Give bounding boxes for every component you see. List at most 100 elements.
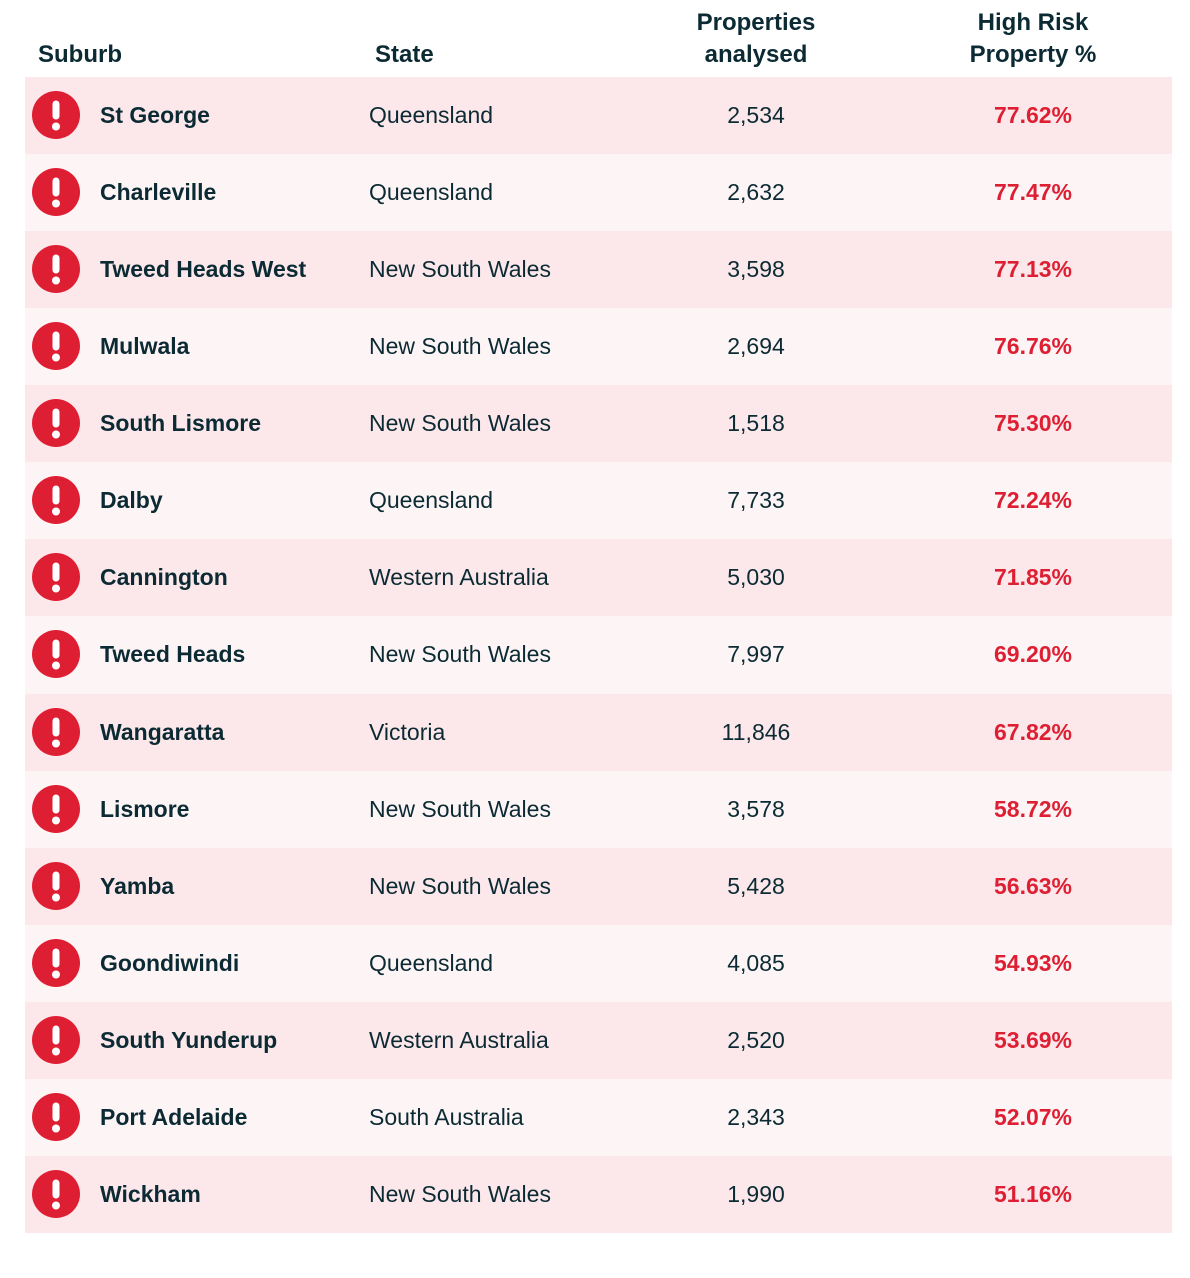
- alert-exclamation-icon: [32, 91, 80, 139]
- header-high-risk-percent: High Risk Property %: [933, 7, 1133, 71]
- cell-state: Queensland: [369, 102, 494, 128]
- header-suburb: Suburb: [38, 41, 122, 68]
- cell-high-risk-percent: 54.93%: [993, 949, 1072, 976]
- cell-high-risk-percent: 77.62%: [993, 102, 1072, 128]
- cell-state: New South Wales: [369, 872, 551, 899]
- cell-high-risk-percent: 53.69%: [993, 1026, 1072, 1053]
- cell-high-risk-percent: 76.76%: [993, 333, 1072, 360]
- cell-high-risk-percent: 71.85%: [993, 564, 1072, 591]
- cell-properties-analysed: 3,598: [727, 256, 785, 283]
- table-row: Lismore New South Wales 3,578 58.72%: [25, 770, 1172, 848]
- cell-state: Victoria: [369, 718, 446, 745]
- cell-state: Western Australia: [369, 1026, 549, 1053]
- cell-high-risk-percent: 67.82%: [993, 718, 1072, 745]
- cell-state: Queensland: [369, 179, 494, 206]
- cell-state: Western Australia: [369, 564, 549, 591]
- cell-high-risk-percent: 77.13%: [993, 256, 1072, 283]
- table-header: Suburb State Properties analysed High Ri…: [25, 0, 1172, 77]
- cell-properties-analysed: 2,520: [727, 1026, 785, 1053]
- table-row: Wangaratta Victoria 11,846 67.82%: [25, 693, 1172, 771]
- alert-exclamation-icon: [32, 784, 80, 833]
- cell-high-risk-percent: 77.47%: [993, 179, 1072, 206]
- cell-high-risk-percent: 75.30%: [993, 410, 1072, 437]
- table-row: Tweed Heads New South Wales 7,997 69.20%: [25, 616, 1172, 694]
- alert-exclamation-icon: [32, 245, 80, 294]
- cell-state: New South Wales: [369, 795, 551, 822]
- cell-suburb: South Lismore: [100, 410, 262, 437]
- cell-state: New South Wales: [369, 1180, 551, 1207]
- table-row: Yamba New South Wales 5,428 56.63%: [25, 847, 1172, 925]
- header-properties-line2: analysed: [704, 41, 808, 68]
- alert-exclamation-icon: [32, 476, 80, 525]
- alert-exclamation-icon: [32, 707, 80, 756]
- header-state: State: [375, 41, 434, 68]
- cell-suburb: Wangaratta: [100, 718, 225, 745]
- cell-suburb: Tweed Heads: [100, 641, 246, 668]
- cell-suburb: Dalby: [100, 487, 163, 514]
- table-row: Mulwala New South Wales 2,694 76.76%: [25, 308, 1172, 386]
- alert-exclamation-icon: [32, 861, 80, 910]
- table-row: Goondiwindi Queensland 4,085 54.93%: [25, 924, 1172, 1002]
- cell-high-risk-percent: 58.72%: [993, 795, 1072, 822]
- cell-suburb: Mulwala: [100, 333, 190, 360]
- cell-properties-analysed: 4,085: [727, 949, 785, 976]
- cell-properties-analysed: 2,534: [727, 102, 785, 128]
- cell-suburb: Cannington: [100, 564, 228, 591]
- table-row: Cannington Western Australia 5,030 71.85%: [25, 539, 1172, 617]
- cell-state: New South Wales: [369, 641, 551, 668]
- cell-suburb: St George: [100, 102, 210, 128]
- alert-exclamation-icon: [32, 553, 80, 602]
- table-row: Port Adelaide South Australia 2,343 52.07%: [25, 1078, 1172, 1156]
- cell-state: New South Wales: [369, 256, 551, 283]
- cell-properties-analysed: 3,578: [727, 795, 785, 822]
- cell-suburb: Charleville: [100, 179, 217, 206]
- cell-state: Queensland: [369, 487, 494, 514]
- alert-exclamation-icon: [32, 168, 80, 217]
- alert-exclamation-icon: [32, 1092, 80, 1141]
- header-properties-analysed: Properties analysed: [656, 7, 856, 71]
- cell-suburb: Port Adelaide: [100, 1103, 248, 1130]
- alert-exclamation-icon: [32, 1169, 80, 1218]
- table-row: St George Queensland 2,534 77.62%: [25, 77, 1172, 155]
- cell-properties-analysed: 7,997: [727, 641, 785, 668]
- header-properties-line1: Properties: [696, 9, 816, 36]
- cell-properties-analysed: 1,990: [727, 1180, 785, 1207]
- cell-suburb: South Yunderup: [100, 1026, 278, 1053]
- cell-high-risk-percent: 51.16%: [993, 1180, 1072, 1207]
- cell-properties-analysed: 5,428: [727, 872, 785, 899]
- cell-suburb: Goondiwindi: [100, 949, 240, 976]
- alert-exclamation-icon: [32, 322, 80, 371]
- cell-properties-analysed: 2,694: [727, 333, 785, 360]
- table-row: Wickham New South Wales 1,990 51.16%: [25, 1155, 1172, 1233]
- table-body: St George Queensland 2,534 77.62% Charlevill…: [25, 77, 1172, 1233]
- cell-state: South Australia: [369, 1103, 524, 1130]
- table-row: South Lismore New South Wales 1,518 75.30%: [25, 385, 1172, 463]
- table-row: Charleville Queensland 2,632 77.47%: [25, 154, 1172, 232]
- cell-high-risk-percent: 72.24%: [993, 487, 1072, 514]
- cell-high-risk-percent: 69.20%: [993, 641, 1072, 668]
- cell-properties-analysed: 7,733: [727, 487, 785, 514]
- cell-properties-analysed: 1,518: [727, 410, 785, 437]
- cell-properties-analysed: 11,846: [721, 718, 791, 745]
- cell-high-risk-percent: 52.07%: [993, 1103, 1072, 1130]
- alert-exclamation-icon: [32, 1015, 80, 1064]
- header-risk-line1: High Risk: [977, 9, 1089, 36]
- table-row: Dalby Queensland 7,733 72.24%: [25, 462, 1172, 540]
- cell-state: Queensland: [369, 949, 494, 976]
- cell-suburb: Yamba: [100, 872, 175, 899]
- cell-suburb: Lismore: [100, 795, 190, 822]
- cell-properties-analysed: 2,632: [727, 179, 785, 206]
- cell-properties-analysed: 5,030: [727, 564, 785, 591]
- high-risk-suburbs-table: Suburb State Properties analysed High Ri…: [25, 0, 1172, 1233]
- cell-state: New South Wales: [369, 333, 551, 360]
- cell-properties-analysed: 2,343: [727, 1103, 785, 1130]
- alert-exclamation-icon: [32, 630, 80, 679]
- cell-suburb: Tweed Heads West: [100, 256, 307, 283]
- cell-suburb: Wickham: [100, 1180, 201, 1207]
- cell-high-risk-percent: 56.63%: [993, 872, 1072, 899]
- table-row: Tweed Heads West New South Wales 3,598 77.1…: [25, 231, 1172, 309]
- cell-state: New South Wales: [369, 410, 551, 437]
- table-row: South Yunderup Western Australia 2,520 53.6…: [25, 1001, 1172, 1079]
- header-risk-line2: Property %: [969, 41, 1097, 68]
- alert-exclamation-icon: [32, 938, 80, 987]
